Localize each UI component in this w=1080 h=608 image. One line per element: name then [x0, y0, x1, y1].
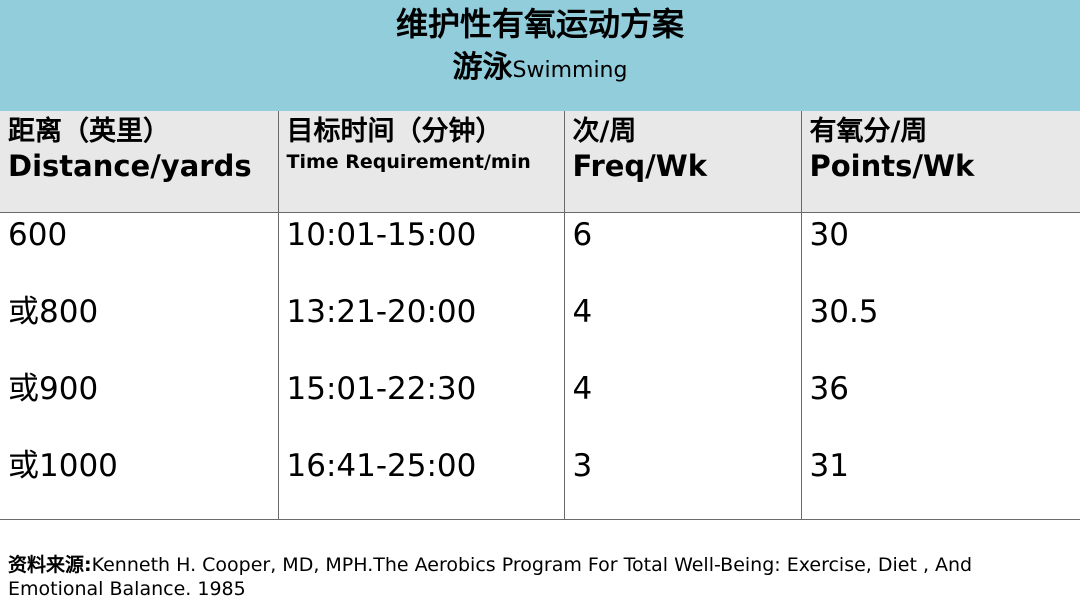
page-subtitle: 游泳Swimming: [0, 48, 1080, 92]
cell-points: 30: [800, 212, 1080, 290]
source-text: Kenneth H. Cooper, MD, MPH.The Aerobics …: [8, 554, 973, 600]
title-banner: 维护性有氧运动方案 游泳Swimming: [0, 0, 1080, 112]
table-row: 600 10:01-15:00 6 30: [0, 212, 1080, 290]
subtitle-chinese: 游泳: [452, 50, 513, 85]
cell-distance: 或900: [8, 371, 99, 407]
cell-points: 30.5: [800, 290, 1080, 367]
cell-points: 31: [800, 444, 1080, 520]
column-header-label-en: Points/Wk: [809, 149, 975, 183]
column-header-frequency: 次/周 Freq/Wk: [563, 111, 801, 213]
cell-time: 16:41-25:00: [277, 444, 564, 520]
column-header-label-zh: 有氧分/周: [809, 116, 928, 147]
column-header-label-zh: 次/周: [572, 116, 637, 147]
page-title: 维护性有氧运动方案: [395, 5, 684, 43]
source-label: 资料来源:: [8, 554, 92, 576]
cell-time: 13:21-20:00: [277, 290, 564, 367]
source-citation: 资料来源:Kenneth H. Cooper, MD, MPH.The Aero…: [8, 553, 1068, 601]
cell-frequency: 4: [563, 367, 801, 444]
table-row: 或1000 16:41-25:00 3 31: [0, 444, 1080, 520]
column-header-time: 目标时间（分钟） Time Requirement/min: [277, 111, 564, 213]
table-row: 或800 13:21-20:00 4 30.5: [0, 290, 1080, 367]
cell-distance: 或1000: [0, 444, 278, 520]
column-header-label-zh: 距离（英里）: [8, 116, 170, 147]
cell-distance: 600: [8, 217, 68, 253]
column-header-label-en: Freq/Wk: [572, 149, 708, 183]
swimming-plan-table: 距离（英里） Distance/yards 目标时间（分钟） Time Requ…: [0, 111, 1080, 520]
cell-time: 10:01-15:00: [277, 212, 564, 290]
cell-frequency: 4: [563, 290, 801, 367]
cell-points: 36: [800, 367, 1080, 444]
cell-frequency: 6: [563, 212, 801, 290]
column-header-label-en: Time Requirement/min: [286, 151, 531, 173]
cell-distance: 或800: [8, 294, 99, 330]
subtitle-english: Swimming: [512, 58, 628, 83]
table-row: 或900 15:01-22:30 4 36: [0, 367, 1080, 444]
column-header-distance: 距离（英里） Distance/yards: [0, 111, 278, 213]
column-header-points: 有氧分/周 Points/Wk: [800, 111, 1080, 213]
column-header-label-zh: 目标时间（分钟）: [286, 116, 503, 147]
cell-frequency: 3: [563, 444, 801, 520]
column-header-label-en: Distance/yards: [8, 149, 252, 183]
cell-time: 15:01-22:30: [277, 367, 564, 444]
table-header-row: 距离（英里） Distance/yards 目标时间（分钟） Time Requ…: [0, 111, 1080, 213]
